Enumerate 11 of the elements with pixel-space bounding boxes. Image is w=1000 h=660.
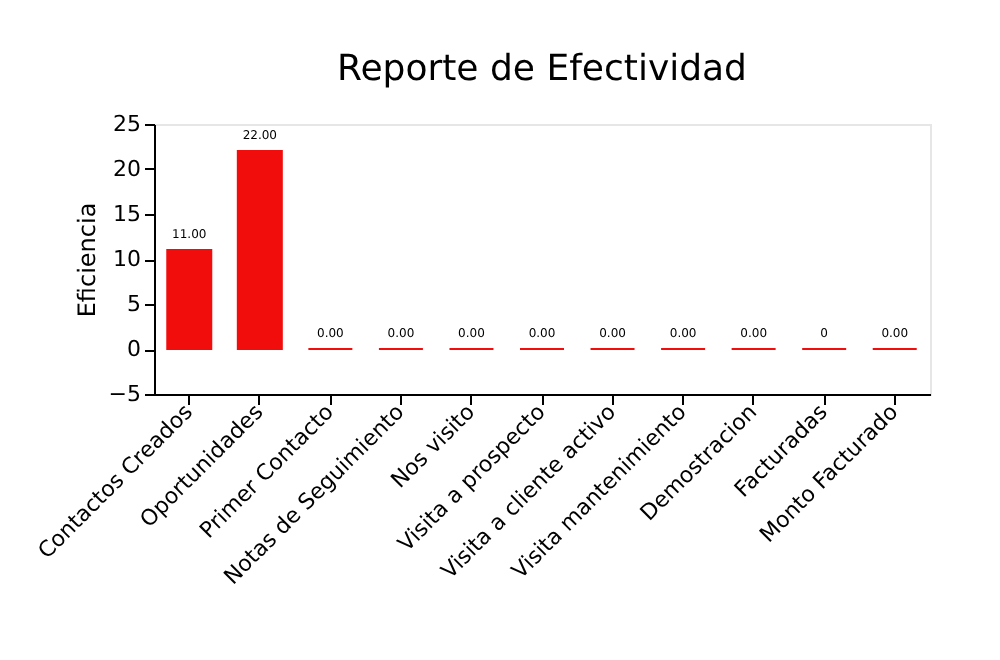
bar <box>166 249 213 350</box>
y-axis-title: Eficiencia <box>72 202 101 318</box>
y-tick-label: −5 <box>108 381 141 407</box>
y-tick-label: 15 <box>113 201 141 227</box>
y-tick-label: 0 <box>127 336 141 362</box>
chart-title: Reporte de Efectividad <box>337 48 747 90</box>
y-tick-label: 25 <box>113 111 141 137</box>
y-tick-label: 5 <box>127 291 141 317</box>
y-tick-label: 10 <box>113 246 141 272</box>
y-tick-label: 20 <box>113 156 141 182</box>
bar <box>236 150 283 350</box>
